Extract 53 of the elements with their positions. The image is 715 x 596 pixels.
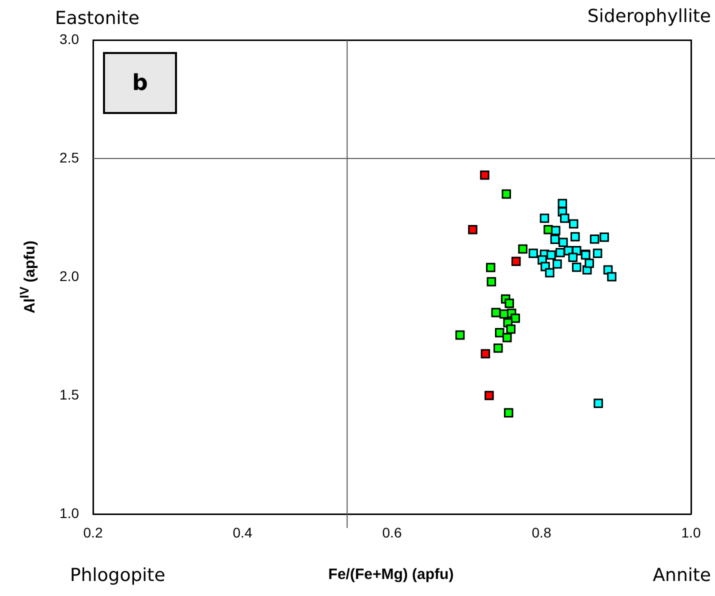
- point: [504, 298, 514, 308]
- point: [502, 189, 512, 199]
- label-box: b: [103, 52, 177, 114]
- point: [594, 398, 603, 408]
- point: [486, 277, 496, 286]
- x-tick-label: 0.2: [83, 524, 103, 540]
- point: [570, 232, 580, 242]
- point: [568, 252, 578, 262]
- x-tick-label: 0.8: [532, 524, 552, 540]
- point: [551, 226, 560, 236]
- x-tick-label: 0.6: [382, 524, 402, 540]
- point: [455, 330, 465, 340]
- point: [510, 314, 520, 323]
- point: [480, 349, 490, 358]
- text: Eastonite: [55, 8, 140, 29]
- point: [590, 234, 600, 244]
- point: [480, 170, 490, 180]
- point: [584, 258, 594, 268]
- point: [607, 272, 616, 282]
- x-tick-label: 0.4: [232, 524, 252, 540]
- point: [550, 234, 560, 244]
- y-tick-label: 1.5: [60, 386, 80, 402]
- point: [545, 268, 554, 278]
- point: [572, 262, 582, 272]
- point: [518, 244, 528, 254]
- point: [511, 256, 521, 266]
- point: [504, 408, 514, 418]
- y-tick-label: 2.5: [60, 149, 80, 166]
- point: [592, 248, 602, 258]
- point: [506, 324, 516, 334]
- point: [560, 214, 570, 223]
- point: [600, 232, 609, 242]
- point: [552, 259, 562, 269]
- point: [494, 343, 503, 353]
- point: [540, 214, 550, 223]
- point: [468, 224, 478, 234]
- point: [528, 248, 538, 258]
- text: Siderophyllite: [587, 6, 711, 27]
- point: [486, 262, 496, 272]
- point: [484, 390, 494, 400]
- point: [569, 219, 578, 229]
- point: [556, 248, 565, 258]
- y-tick-label: 2.0: [60, 268, 80, 284]
- text: Annite: [652, 565, 711, 586]
- y-tick-label: 1.0: [60, 504, 80, 521]
- x-axis-title: Fe/(Fe+Mg) (apfu): [328, 566, 454, 583]
- y-tick-label: 3.0: [60, 30, 80, 47]
- x-tick-label: 1.0: [681, 524, 701, 540]
- point: [502, 333, 512, 342]
- point: [495, 328, 504, 338]
- point: [546, 250, 556, 260]
- text: Phlogopite: [70, 565, 166, 586]
- point: [558, 238, 568, 248]
